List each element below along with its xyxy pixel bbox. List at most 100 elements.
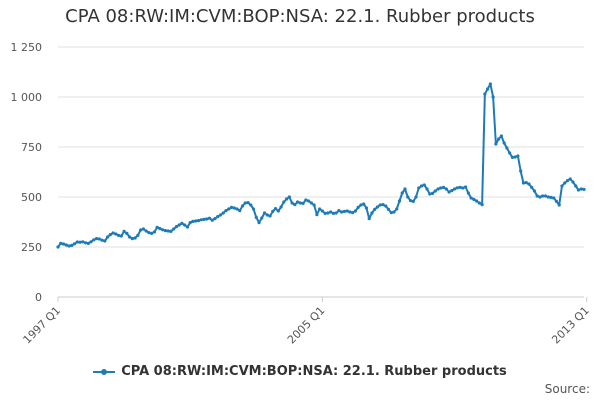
data-point[interactable] xyxy=(196,219,201,223)
data-point[interactable] xyxy=(480,203,484,207)
data-point[interactable] xyxy=(202,217,206,221)
data-point[interactable] xyxy=(472,197,476,201)
data-point[interactable] xyxy=(318,207,322,211)
data-point[interactable] xyxy=(97,237,101,241)
data-point[interactable] xyxy=(356,205,360,209)
series-line[interactable] xyxy=(57,83,585,248)
data-point[interactable] xyxy=(345,209,349,213)
data-point[interactable] xyxy=(312,203,316,207)
data-point[interactable] xyxy=(406,195,410,199)
data-point[interactable] xyxy=(152,230,156,234)
data-point[interactable] xyxy=(254,215,258,219)
data-point[interactable] xyxy=(436,187,440,191)
data-point[interactable] xyxy=(458,185,462,189)
data-point[interactable] xyxy=(67,244,71,248)
data-point[interactable] xyxy=(133,236,137,240)
data-point[interactable] xyxy=(441,185,446,189)
data-point[interactable] xyxy=(574,184,578,188)
data-point[interactable] xyxy=(166,229,170,233)
data-point[interactable] xyxy=(295,200,300,204)
data-point[interactable] xyxy=(136,233,140,237)
data-point[interactable] xyxy=(510,155,514,159)
data-point[interactable] xyxy=(521,181,526,185)
data-point[interactable] xyxy=(161,228,165,232)
data-point[interactable] xyxy=(486,87,490,91)
data-point[interactable] xyxy=(235,207,239,211)
data-point[interactable] xyxy=(128,235,132,239)
legend[interactable]: CPA 08:RW:IM:CVM:BOP:NSA: 22.1. Rubber p… xyxy=(0,364,600,379)
data-point[interactable] xyxy=(249,203,253,207)
data-point[interactable] xyxy=(353,209,358,213)
data-point[interactable] xyxy=(183,223,187,227)
data-point[interactable] xyxy=(538,195,542,199)
data-point[interactable] xyxy=(191,219,195,223)
data-point[interactable] xyxy=(378,203,382,207)
data-point[interactable] xyxy=(218,213,223,217)
data-point[interactable] xyxy=(373,207,377,211)
data-point[interactable] xyxy=(207,216,212,220)
data-point[interactable] xyxy=(273,207,278,211)
data-point[interactable] xyxy=(199,218,203,222)
data-point[interactable] xyxy=(147,231,151,235)
data-point[interactable] xyxy=(119,234,123,238)
data-point[interactable] xyxy=(422,183,426,187)
data-point[interactable] xyxy=(224,209,228,213)
data-point[interactable] xyxy=(348,210,352,214)
data-point[interactable] xyxy=(103,239,107,243)
data-point[interactable] xyxy=(342,209,347,213)
data-point[interactable] xyxy=(351,211,355,215)
data-point[interactable] xyxy=(227,207,231,211)
data-point[interactable] xyxy=(530,185,534,189)
data-point[interactable] xyxy=(83,241,88,245)
data-point[interactable] xyxy=(546,195,550,199)
data-point[interactable] xyxy=(158,227,162,231)
data-point[interactable] xyxy=(169,229,173,233)
data-point[interactable] xyxy=(461,186,465,190)
data-point[interactable] xyxy=(265,213,269,217)
data-point[interactable] xyxy=(554,199,559,203)
data-point[interactable] xyxy=(375,205,380,209)
data-point[interactable] xyxy=(337,209,341,213)
data-point[interactable] xyxy=(172,227,176,231)
data-point[interactable] xyxy=(304,198,308,202)
data-point[interactable] xyxy=(389,211,393,215)
data-point[interactable] xyxy=(268,214,272,218)
data-point[interactable] xyxy=(430,191,435,195)
data-point[interactable] xyxy=(78,240,82,244)
data-point[interactable] xyxy=(144,229,148,233)
data-point[interactable] xyxy=(367,217,371,221)
data-point[interactable] xyxy=(463,185,468,189)
data-point[interactable] xyxy=(502,141,506,145)
data-point[interactable] xyxy=(238,209,242,213)
data-point[interactable] xyxy=(419,184,424,188)
data-point[interactable] xyxy=(519,169,523,173)
data-point[interactable] xyxy=(364,206,369,210)
data-point[interactable] xyxy=(279,205,283,209)
data-point[interactable] xyxy=(549,195,553,199)
data-point[interactable] xyxy=(483,92,487,96)
data-point[interactable] xyxy=(414,195,418,199)
data-point[interactable] xyxy=(452,187,457,191)
data-point[interactable] xyxy=(532,189,537,193)
data-point[interactable] xyxy=(397,199,402,203)
data-point[interactable] xyxy=(141,227,145,231)
data-point[interactable] xyxy=(307,199,311,203)
data-point[interactable] xyxy=(505,146,509,150)
data-point[interactable] xyxy=(499,134,503,138)
data-point[interactable] xyxy=(408,199,413,203)
data-point[interactable] xyxy=(276,209,280,213)
data-point[interactable] xyxy=(411,199,415,203)
data-point[interactable] xyxy=(257,221,261,225)
data-point[interactable] xyxy=(323,211,327,215)
data-point[interactable] xyxy=(100,238,104,242)
data-point[interactable] xyxy=(563,181,567,185)
data-point[interactable] xyxy=(229,205,234,209)
data-point[interactable] xyxy=(475,199,479,203)
data-point[interactable] xyxy=(114,232,118,236)
data-point[interactable] xyxy=(298,201,302,205)
data-point[interactable] xyxy=(447,190,451,194)
data-point[interactable] xyxy=(150,231,154,235)
data-point[interactable] xyxy=(111,231,115,235)
data-point[interactable] xyxy=(494,142,498,146)
data-point[interactable] xyxy=(557,203,561,207)
